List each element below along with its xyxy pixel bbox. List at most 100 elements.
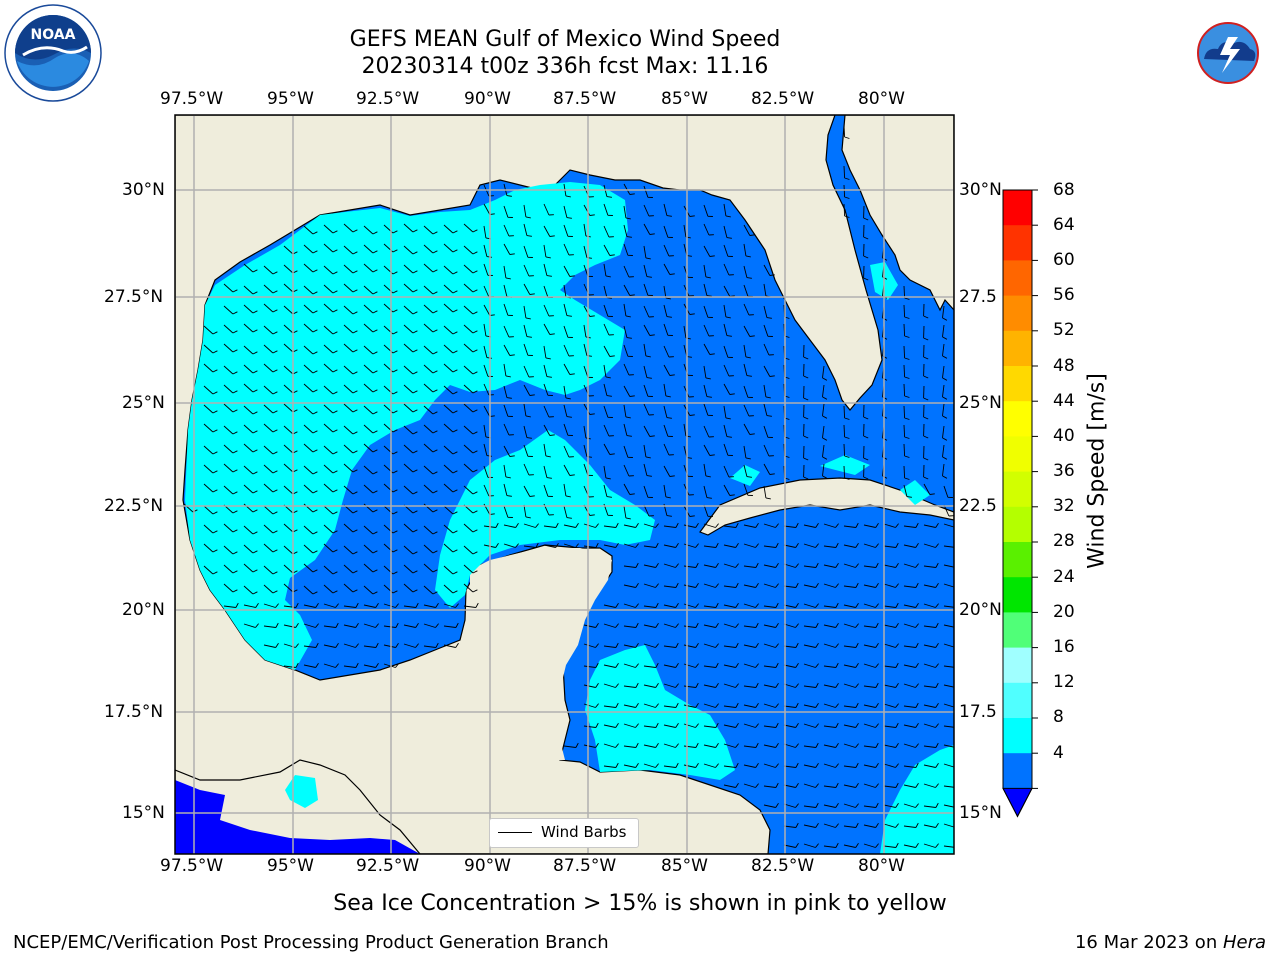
wind-barb xyxy=(683,625,696,628)
wind-barb xyxy=(643,343,647,356)
wind-barb xyxy=(563,265,571,277)
colorbar-tick: 56 xyxy=(1053,285,1075,305)
wind-barb-feather xyxy=(452,549,458,553)
wind-barb-feather xyxy=(629,193,635,195)
wind-barb xyxy=(763,384,767,397)
colorbar-frame xyxy=(1002,189,1033,818)
wind-barb xyxy=(763,463,771,475)
wind-barb xyxy=(463,605,476,608)
wind-barb xyxy=(643,245,647,258)
wind-barb xyxy=(363,484,374,494)
wind-barb-feather xyxy=(835,583,839,588)
wind-barb xyxy=(623,265,630,278)
wind-barb-feather xyxy=(472,510,478,514)
wind-barb-feather xyxy=(392,451,398,455)
wind-barb-feather xyxy=(709,353,715,355)
wind-barb-feather xyxy=(535,542,539,548)
wind-barb xyxy=(583,624,596,628)
wind-barb-feather xyxy=(735,623,739,628)
wind-barb xyxy=(283,343,294,353)
wind-barb-feather xyxy=(755,723,759,728)
wind-barb-feather xyxy=(452,290,458,294)
wind-barb xyxy=(603,465,607,478)
wind-barb-feather xyxy=(392,590,398,594)
wind-barb xyxy=(223,523,234,533)
wind-barb xyxy=(423,285,434,295)
wind-barb xyxy=(743,265,748,278)
wind-barb-feather xyxy=(555,522,559,528)
wind-barb xyxy=(483,225,487,238)
wind-barb xyxy=(583,643,596,648)
wind-barb xyxy=(403,605,416,608)
wind-barb-feather xyxy=(432,389,438,393)
wind-barb xyxy=(283,324,294,334)
wind-barb xyxy=(903,525,916,528)
wind-barb-feather xyxy=(272,451,278,455)
wind-barb xyxy=(423,623,436,628)
wind-barb xyxy=(283,305,294,315)
wind-barb-feather xyxy=(835,803,839,808)
wind-barb xyxy=(363,544,374,554)
colorbar-tick: 68 xyxy=(1053,180,1075,200)
wind-barb xyxy=(703,403,709,416)
wind-barb-feather xyxy=(272,369,278,373)
wind-barb-feather xyxy=(775,743,779,748)
wind-barb xyxy=(723,443,729,456)
lon-tick-top: 97.5°W xyxy=(160,89,224,109)
wind-barb-feather xyxy=(929,493,935,495)
wind-barb xyxy=(523,204,527,217)
wind-barb xyxy=(363,285,374,295)
wind-barb-feather xyxy=(915,743,919,748)
wind-barb-feather xyxy=(695,703,699,708)
wind-barb xyxy=(883,763,896,768)
wind-barb xyxy=(363,645,376,648)
wind-barb-feather xyxy=(715,743,719,748)
wind-barb-feather xyxy=(775,623,779,628)
wind-barb xyxy=(423,484,434,494)
wind-barb xyxy=(583,703,596,708)
wind-barb xyxy=(723,525,736,528)
wind-barb xyxy=(443,303,454,313)
wind-barb xyxy=(483,424,487,437)
wind-barb xyxy=(483,304,491,316)
wind-barb xyxy=(343,403,354,413)
wind-barb-feather xyxy=(355,643,359,648)
wind-barb-feather xyxy=(635,682,639,688)
wind-barb-feather xyxy=(715,542,719,548)
wind-barb-feather xyxy=(755,622,759,628)
wind-barb xyxy=(343,264,354,274)
wind-barb-feather xyxy=(655,563,659,568)
wind-barb xyxy=(363,244,374,254)
wind-barb-feather xyxy=(669,374,675,376)
wind-barb xyxy=(803,824,816,828)
wind-barb-feather xyxy=(956,843,958,847)
wind-barb-feather xyxy=(472,330,478,334)
wind-barb xyxy=(723,743,736,748)
wind-barb-feather xyxy=(529,495,535,497)
wind-barb-feather xyxy=(352,589,358,593)
wind-barb-feather xyxy=(775,563,779,568)
wind-barb-feather xyxy=(312,231,318,235)
wind-barb xyxy=(263,363,274,373)
lon-tick-top: 95°W xyxy=(267,89,314,109)
wind-barb-feather xyxy=(495,522,499,528)
wind-barb xyxy=(843,623,856,628)
wind-barb-feather xyxy=(835,823,839,828)
wind-barb xyxy=(263,505,274,515)
wind-barb-feather xyxy=(472,431,478,435)
wind-barb xyxy=(403,523,414,533)
wind-barb xyxy=(403,425,414,435)
wind-barb-feather xyxy=(735,663,739,668)
wind-barb xyxy=(583,245,588,258)
wind-barb-feather xyxy=(605,376,611,379)
wind-barb xyxy=(483,345,488,358)
wind-barb-feather xyxy=(312,370,318,374)
wind-barb xyxy=(923,584,936,588)
wind-barb-feather xyxy=(775,523,779,528)
wind-barb-feather xyxy=(295,623,299,628)
colorbar-segment xyxy=(1003,718,1032,754)
wind-barb xyxy=(463,485,474,495)
wind-barb xyxy=(822,365,825,378)
wind-barb xyxy=(843,724,856,728)
wind-barb-feather xyxy=(635,763,639,768)
